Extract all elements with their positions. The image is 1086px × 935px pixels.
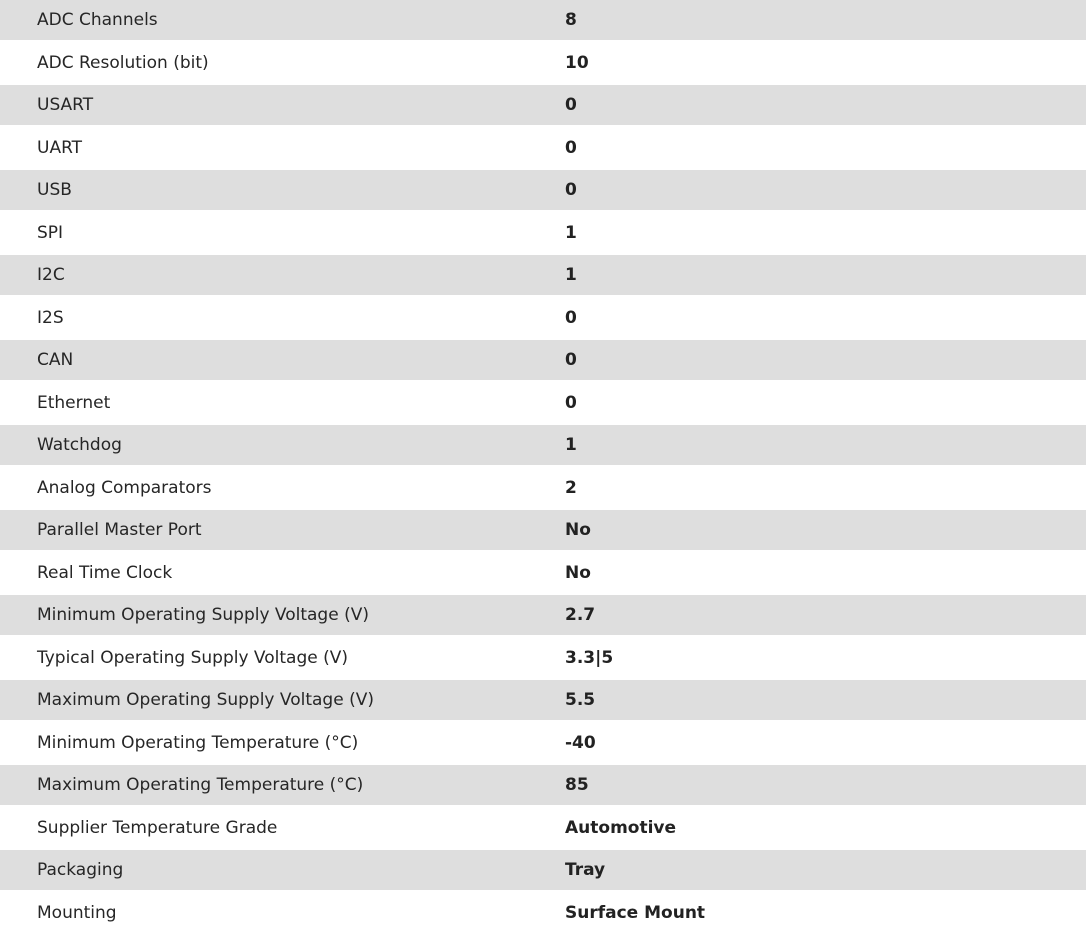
- spec-value: 1: [565, 222, 577, 243]
- spec-value: 1: [565, 265, 577, 285]
- spec-label: CAN: [37, 350, 74, 370]
- spec-value: 0: [565, 180, 577, 200]
- spec-row: ADC Resolution (bit) 10: [0, 40, 1086, 85]
- spec-label: I2C: [37, 265, 65, 285]
- spec-label: Maximum Operating Supply Voltage (V): [37, 690, 374, 710]
- spec-value: 2.7: [565, 605, 596, 625]
- spec-value: -40: [565, 732, 596, 753]
- spec-row: Maximum Operating Temperature (°C) 85: [0, 765, 1086, 805]
- spec-row: Parallel Master Port No: [0, 510, 1086, 550]
- spec-label: Packaging: [37, 860, 124, 880]
- spec-value: Surface Mount: [565, 902, 706, 923]
- spec-value: 8: [565, 10, 577, 30]
- spec-row: Watchdog 1: [0, 425, 1086, 465]
- spec-row: Typical Operating Supply Voltage (V) 3.3|…: [0, 635, 1086, 680]
- spec-label: Analog Comparators: [37, 477, 212, 498]
- spec-label: Watchdog: [37, 435, 122, 455]
- spec-row: I2C 1: [0, 255, 1086, 295]
- spec-label: Real Time Clock: [37, 562, 173, 583]
- spec-label: ADC Channels: [37, 10, 158, 30]
- spec-label: USB: [37, 180, 72, 200]
- spec-value: 0: [565, 350, 577, 370]
- spec-row: Mounting Surface Mount: [0, 890, 1086, 935]
- spec-row: Analog Comparators 2: [0, 465, 1086, 510]
- spec-label: Parallel Master Port: [37, 520, 202, 540]
- spec-row: Maximum Operating Supply Voltage (V) 5.5: [0, 680, 1086, 720]
- spec-row: Minimum Operating Temperature (°C) -40: [0, 720, 1086, 765]
- spec-row: Supplier Temperature Grade Automotive: [0, 805, 1086, 850]
- spec-label: Supplier Temperature Grade: [37, 817, 278, 838]
- spec-label: Mounting: [37, 902, 117, 923]
- spec-row: Minimum Operating Supply Voltage (V) 2.7: [0, 595, 1086, 635]
- spec-row: Real Time Clock No: [0, 550, 1086, 595]
- spec-row: USART 0: [0, 85, 1086, 125]
- spec-value: Tray: [565, 860, 606, 880]
- spec-value: Automotive: [565, 817, 677, 838]
- spec-row: CAN 0: [0, 340, 1086, 380]
- spec-label: Maximum Operating Temperature (°C): [37, 775, 364, 795]
- spec-value: 5.5: [565, 690, 596, 710]
- spec-value: No: [565, 562, 591, 583]
- spec-label: I2S: [37, 307, 64, 328]
- spec-value: 0: [565, 307, 577, 328]
- spec-value: 2: [565, 477, 577, 498]
- spec-row: SPI 1: [0, 210, 1086, 255]
- spec-value: No: [565, 520, 591, 540]
- spec-value: 0: [565, 137, 577, 158]
- spec-row: I2S 0: [0, 295, 1086, 340]
- spec-label: Ethernet: [37, 392, 111, 413]
- spec-row: Packaging Tray: [0, 850, 1086, 890]
- spec-label: Minimum Operating Supply Voltage (V): [37, 605, 369, 625]
- spec-row: USB 0: [0, 170, 1086, 210]
- spec-value: 85: [565, 775, 589, 795]
- spec-label: SPI: [37, 222, 64, 243]
- spec-row: Ethernet 0: [0, 380, 1086, 425]
- spec-value: 0: [565, 95, 577, 115]
- spec-value: 10: [565, 52, 589, 73]
- spec-label: USART: [37, 95, 94, 115]
- spec-row: UART 0: [0, 125, 1086, 170]
- spec-label: UART: [37, 137, 83, 158]
- spec-value: 1: [565, 435, 577, 455]
- spec-value: 3.3|5: [565, 647, 614, 668]
- spec-label: ADC Resolution (bit): [37, 52, 209, 73]
- spec-label: Typical Operating Supply Voltage (V): [37, 647, 348, 668]
- spec-value: 0: [565, 392, 577, 413]
- spec-row: ADC Channels 8: [0, 0, 1086, 40]
- spec-label: Minimum Operating Temperature (°C): [37, 732, 359, 753]
